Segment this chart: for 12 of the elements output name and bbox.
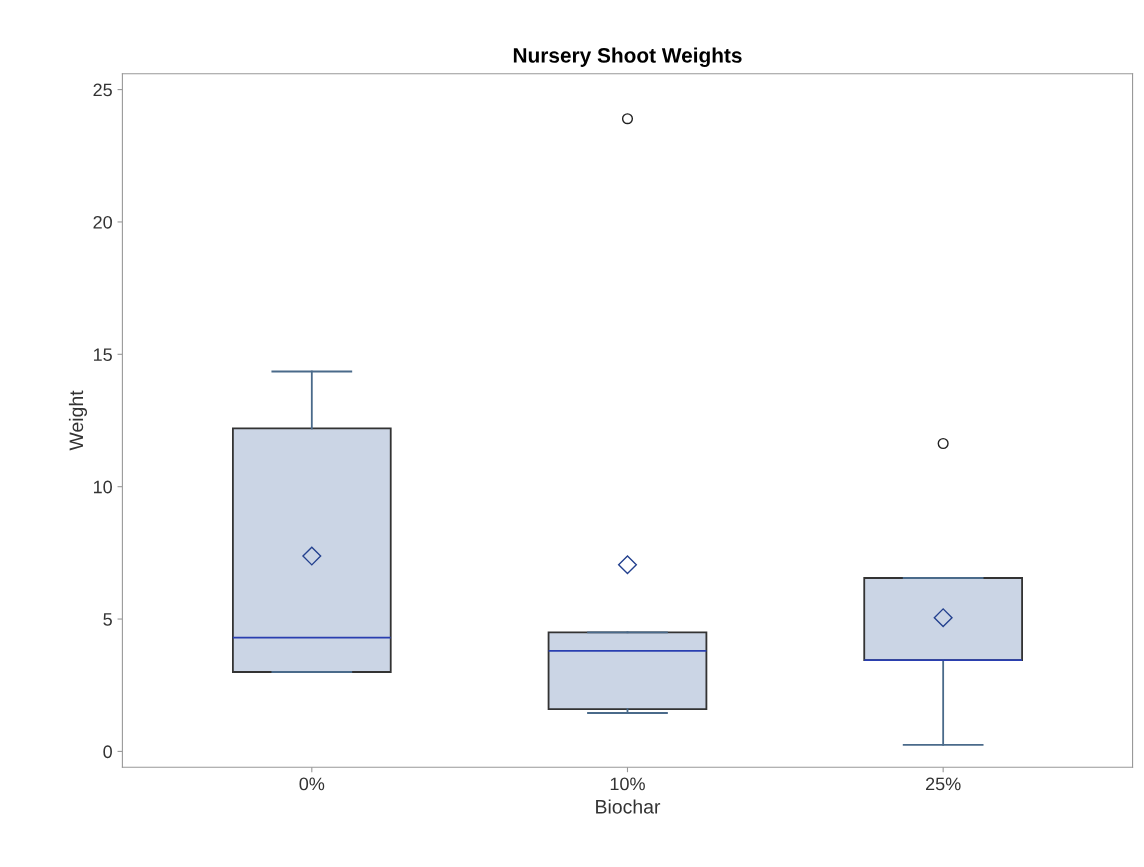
x-axis-title: Biochar [596, 799, 661, 814]
x-tick-label: 10% [610, 777, 645, 791]
chart-title: Nursery Shoot Weights [513, 47, 742, 67]
y-tick-label: 10 [93, 480, 112, 494]
x-tick-label: 0% [299, 777, 325, 791]
y-tick-label: 5 [103, 613, 112, 626]
y-tick-label: 0 [103, 745, 112, 759]
x-tick-label: 25% [926, 777, 961, 791]
y-axis-title: Weight [68, 390, 88, 451]
y-tick-label: 25 [93, 83, 112, 97]
y-tick-label: 20 [93, 215, 112, 229]
y-tick-label: 15 [93, 348, 112, 362]
